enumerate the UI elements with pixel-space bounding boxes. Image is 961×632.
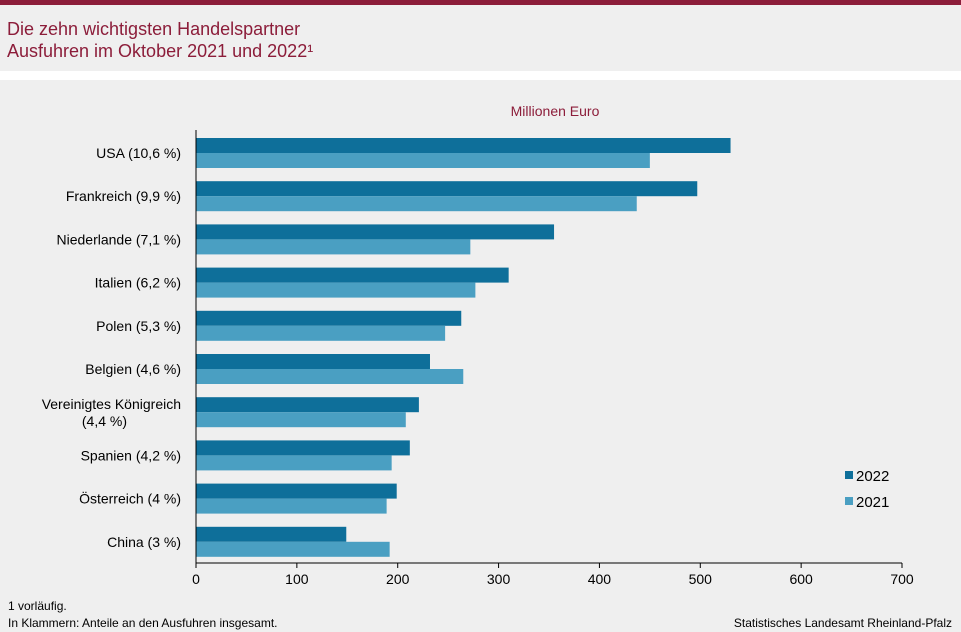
category-label-line: China (3 %) — [107, 534, 181, 550]
bar-2022-5 — [196, 354, 430, 369]
bar-2021-0 — [196, 153, 650, 168]
legend-swatch-2021 — [845, 497, 853, 505]
bar-2022-4 — [196, 310, 462, 326]
bar-2022-6 — [196, 397, 419, 413]
category-label-1: Frankreich (9,9 %) — [66, 188, 181, 204]
category-label-3: Italien (6,2 %) — [95, 275, 181, 291]
legend-label-2022: 2022 — [856, 468, 889, 485]
category-label-line: Polen (5,3 %) — [96, 318, 181, 334]
x-tick-label-600: 600 — [789, 571, 813, 587]
bar-2021-2 — [196, 239, 471, 255]
top-accent-bar — [0, 0, 961, 5]
bar-2021-8 — [196, 498, 387, 514]
title-line-2: Ausfuhren im Oktober 2021 und 2022¹ — [7, 41, 314, 61]
bar-2022-8 — [196, 483, 397, 499]
bar-2021-7 — [196, 455, 392, 471]
bar-2021-9 — [196, 541, 390, 557]
category-label-6: Vereinigtes Königreich (4,4 %) — [42, 396, 181, 429]
bar-2022-2 — [196, 224, 555, 240]
x-tick-label-100: 100 — [285, 571, 309, 587]
category-label-5: Belgien (4,6 %) — [85, 361, 181, 377]
bar-2022-3 — [196, 267, 509, 283]
category-label-7: Spanien (4,2 %) — [81, 447, 181, 463]
legend-swatch-2022 — [845, 471, 853, 479]
bar-2021-5 — [196, 369, 464, 384]
chart-header: Die zehn wichtigsten Handelspartner Ausf… — [0, 5, 961, 71]
category-label-line: USA (10,6 %) — [96, 145, 181, 161]
category-label-line: Spanien (4,2 %) — [81, 447, 181, 463]
chart-title: Die zehn wichtigsten Handelspartner Ausf… — [7, 18, 313, 62]
bar-2021-6 — [196, 412, 406, 428]
footnote-brackets: In Klammern: Anteile an den Ausfuhren in… — [8, 616, 278, 630]
x-tick-label-500: 500 — [689, 571, 713, 587]
bar-2022-9 — [196, 526, 347, 542]
bar-chart: Millionen Euro USA (10,6 %) Frankreich (9,… — [42, 103, 914, 587]
category-label-2: Niederlande (7,1 %) — [56, 231, 181, 247]
category-label-line: Österreich (4 %) — [79, 490, 181, 507]
bar-2021-1 — [196, 196, 637, 212]
bar-2022-7 — [196, 440, 410, 456]
title-line-1: Die zehn wichtigsten Handelspartner — [7, 19, 301, 39]
legend-label-2021: 2021 — [856, 494, 889, 511]
header-separator — [0, 71, 961, 80]
category-label-9: China (3 %) — [107, 534, 181, 550]
x-tick-label-0: 0 — [192, 571, 200, 587]
category-label-0: USA (10,6 %) — [96, 145, 181, 161]
x-tick-label-400: 400 — [588, 571, 612, 587]
x-tick-label-700: 700 — [890, 571, 914, 587]
category-label-line: Italien (6,2 %) — [95, 275, 181, 291]
bar-2022-0 — [196, 138, 731, 153]
source-credit: Statistisches Landesamt Rheinland-Pfalz — [733, 616, 952, 630]
footnote-preliminary: 1 vorläufig. — [8, 599, 67, 613]
x-tick-label-300: 300 — [487, 571, 511, 587]
category-label-line: Belgien (4,6 %) — [85, 361, 181, 377]
category-label-line: (4,4 %) — [82, 413, 127, 429]
category-label-8: Österreich (4 %) — [79, 490, 181, 507]
bar-2021-3 — [196, 282, 476, 298]
bar-2022-1 — [196, 181, 698, 197]
category-label-line: Niederlande (7,1 %) — [56, 231, 181, 247]
category-label-line: Frankreich (9,9 %) — [66, 188, 181, 204]
unit-label: Millionen Euro — [511, 103, 600, 119]
x-tick-label-200: 200 — [386, 571, 410, 587]
category-label-4: Polen (5,3 %) — [96, 318, 181, 334]
category-label-line: Vereinigtes Königreich — [42, 396, 181, 412]
bar-2021-4 — [196, 325, 446, 341]
